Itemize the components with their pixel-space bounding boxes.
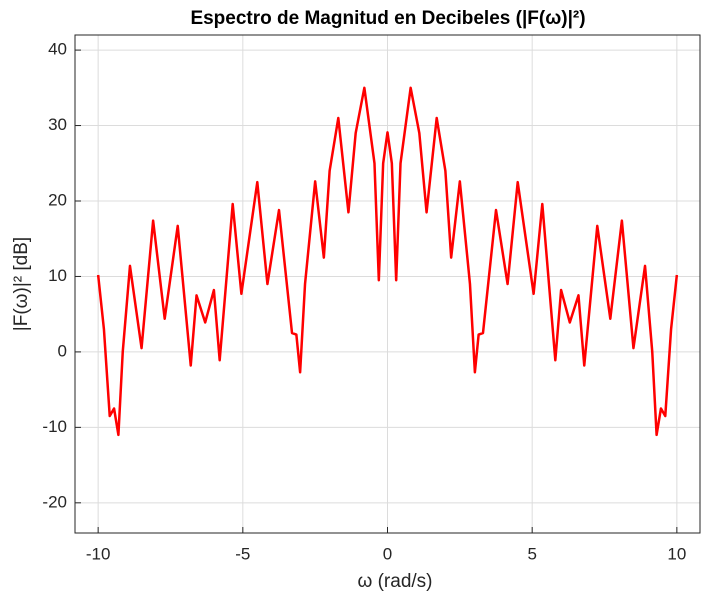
y-tick-label: 0	[58, 341, 67, 360]
y-tick-label: 40	[48, 40, 67, 59]
x-axis-label: ω (rad/s)	[357, 571, 432, 592]
x-tick-label: 10	[667, 544, 686, 563]
y-tick-label: -20	[42, 492, 67, 511]
x-tick-label: 0	[383, 544, 392, 563]
y-tick-label: 30	[48, 115, 67, 134]
x-tick-label: -5	[235, 544, 250, 563]
y-tick-label: 20	[48, 190, 67, 209]
x-tick-label: -10	[86, 544, 111, 563]
chart-title: Espectro de Magnitud en Decibeles (|F(ω)…	[190, 8, 585, 29]
y-tick-label: -10	[42, 417, 67, 436]
y-axis-label: |F(ω)|² [dB]	[11, 237, 32, 331]
plot-frame	[74, 34, 701, 534]
x-tick-label: 5	[527, 544, 536, 563]
data-line	[96, 86, 679, 437]
y-tick-label: 10	[48, 266, 67, 285]
